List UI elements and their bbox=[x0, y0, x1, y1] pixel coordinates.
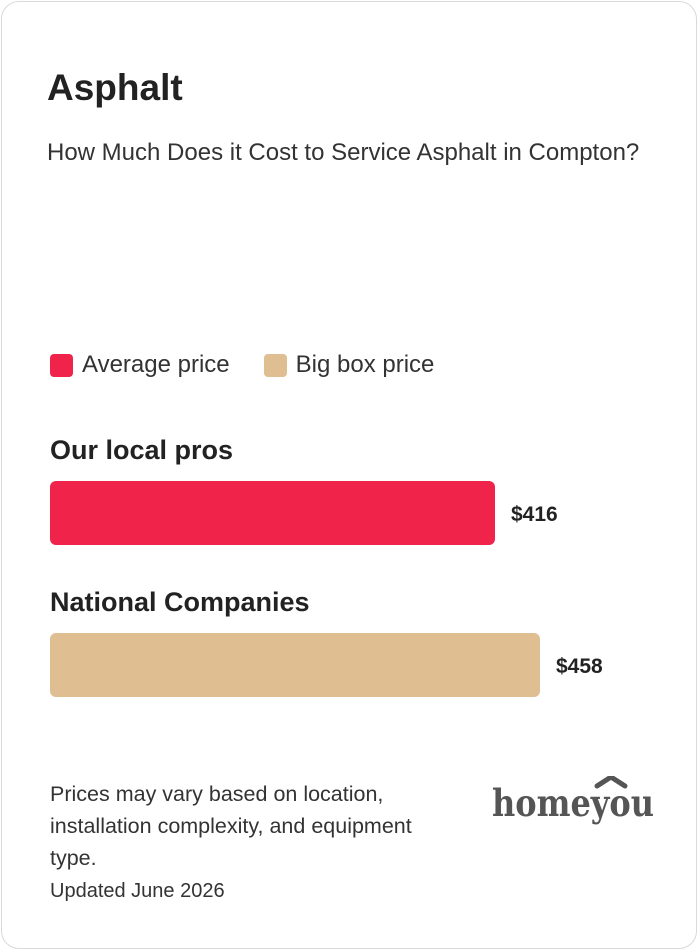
bar-national-companies bbox=[50, 633, 540, 697]
legend-label-average: Average price bbox=[82, 351, 230, 378]
price-disclaimer: Prices may vary based on location, insta… bbox=[50, 782, 412, 870]
legend-label-big-box: Big box price bbox=[295, 351, 435, 378]
logo-roof-icon bbox=[594, 776, 628, 789]
homeyou-logo: homeyou bbox=[492, 776, 654, 825]
chart-subtitle: How Much Does it Cost to Service Asphalt… bbox=[47, 139, 640, 166]
page-title: Asphalt bbox=[47, 67, 183, 108]
logo-wordmark: homeyou bbox=[492, 781, 654, 825]
legend-item-average: Average price bbox=[50, 351, 230, 379]
category-label-national-companies: National Companies bbox=[50, 587, 310, 617]
chart-legend: Average price Big box price bbox=[50, 348, 468, 382]
bar-value-local-pros: $416 bbox=[511, 503, 558, 526]
updated-date: Updated June 2026 bbox=[50, 880, 225, 902]
bar-value-national-companies: $458 bbox=[556, 655, 603, 678]
bar-local-pros bbox=[50, 481, 495, 545]
legend-item-big-box: Big box price bbox=[263, 351, 435, 379]
legend-swatch-big-box bbox=[263, 353, 287, 377]
legend-swatch-average bbox=[50, 353, 73, 377]
category-label-local-pros: Our local pros bbox=[50, 435, 234, 465]
